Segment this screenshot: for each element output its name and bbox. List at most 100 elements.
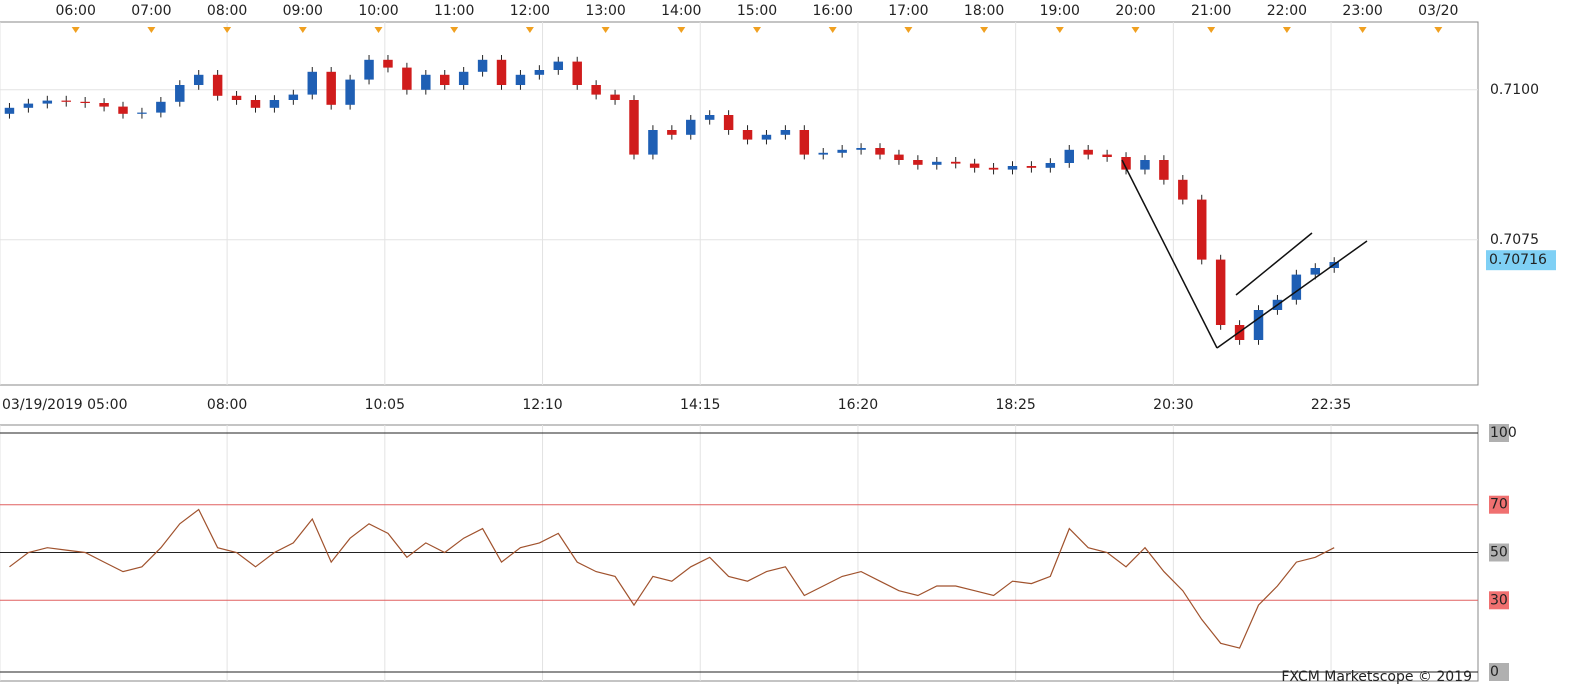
level-box xyxy=(1489,591,1509,610)
candle-body xyxy=(137,112,147,114)
candle-body xyxy=(686,119,696,135)
candle-body xyxy=(818,152,828,155)
candle-body xyxy=(1197,199,1207,260)
top-tick-marker xyxy=(677,27,686,33)
top-tick-label: 21:00 xyxy=(1191,3,1231,19)
x-tick-label: 10:05 xyxy=(365,397,405,413)
candle-body xyxy=(326,71,336,105)
y-tick-label: 0.7075 xyxy=(1490,232,1539,248)
top-tick-marker xyxy=(147,27,156,33)
plot-layer: 03/19/2019 05:00 08:00 10:05 12:10 14:15 16:2… xyxy=(0,3,1556,681)
candle-body xyxy=(61,100,71,102)
x-tick-label: 22:35 xyxy=(1311,397,1351,413)
top-tick-marker xyxy=(525,27,534,33)
top-tick-marker xyxy=(450,27,459,33)
candle-body xyxy=(345,79,355,105)
top-tick-marker xyxy=(374,27,383,33)
candle-body xyxy=(1026,166,1037,168)
candle-body xyxy=(440,74,450,85)
candle-body xyxy=(761,134,772,140)
level-box xyxy=(1489,495,1509,514)
candle-body xyxy=(212,74,223,96)
candle-body xyxy=(1083,149,1093,155)
candle-body xyxy=(875,148,885,155)
candle-body xyxy=(1140,160,1150,170)
candle-body xyxy=(288,94,299,100)
candle-body xyxy=(913,160,923,165)
candle-body xyxy=(1121,157,1131,170)
candle-body xyxy=(175,85,185,102)
top-tick-label: 17:00 xyxy=(888,3,928,19)
x-tick-label: 03/19/2019 05:00 xyxy=(2,397,128,413)
top-tick-label: 18:00 xyxy=(964,3,1004,19)
candle-body xyxy=(950,161,961,164)
y-tick-label: 0 xyxy=(1490,664,1499,680)
candle-body xyxy=(988,167,999,170)
candle-body xyxy=(364,59,374,80)
top-tick-marker xyxy=(753,27,761,33)
candle-body xyxy=(1178,179,1188,200)
candle-body xyxy=(572,61,582,85)
candle-body xyxy=(629,100,639,155)
level-box xyxy=(1489,424,1509,442)
y-tick-label: 30 xyxy=(1490,592,1508,608)
top-tick-marker xyxy=(1207,27,1216,33)
level-box xyxy=(1489,543,1509,562)
candle-body xyxy=(837,149,847,153)
top-tick-label: 07:00 xyxy=(131,3,171,19)
level-box xyxy=(1489,663,1509,681)
candle-body xyxy=(1310,268,1321,275)
candle-body xyxy=(723,115,734,130)
candle-body xyxy=(932,161,942,165)
channel-line xyxy=(1216,240,1368,349)
source: FXCM Marketscope © 2019 xyxy=(1281,669,1472,685)
top-tick-marker xyxy=(980,27,989,33)
top-tick-label: 20:00 xyxy=(1115,3,1155,19)
candle-body xyxy=(1159,160,1169,180)
candle-body xyxy=(742,130,753,140)
candle-body xyxy=(421,74,431,90)
last-price-label: 0.70716 xyxy=(1489,252,1547,268)
top-tick-label: 14:00 xyxy=(661,3,701,19)
x-tick-label: 08:00 xyxy=(207,397,247,413)
top-tick-marker xyxy=(601,27,610,33)
x-tick-label: 12:10 xyxy=(522,397,562,413)
candle-body xyxy=(156,101,166,113)
top-tick-label: 10:00 xyxy=(358,3,398,19)
top-tick-label: 12:00 xyxy=(510,3,550,19)
x-tick-label: 18:25 xyxy=(995,397,1035,413)
candle-body xyxy=(534,70,545,75)
y-tick-label: 100 xyxy=(1490,425,1517,441)
candle-body xyxy=(99,103,109,107)
candle-body xyxy=(610,94,620,100)
top-tick-label: 03/20 xyxy=(1418,3,1458,19)
top-tick-marker xyxy=(1358,27,1367,33)
candle-body xyxy=(307,71,317,95)
candle-body xyxy=(42,100,53,104)
candle-body xyxy=(231,95,242,100)
top-tick-label: 08:00 xyxy=(207,3,247,19)
candle-body xyxy=(799,130,810,155)
top-tick-label: 15:00 xyxy=(737,3,777,19)
candle-body xyxy=(4,107,15,114)
top-tick-label: 09:00 xyxy=(283,3,323,19)
top-tick-marker xyxy=(223,27,232,33)
candle-body xyxy=(515,74,526,85)
candle-body xyxy=(553,61,564,70)
candle-body xyxy=(1215,259,1226,325)
candle-body xyxy=(856,148,866,150)
top-tick-label: 16:00 xyxy=(813,3,853,19)
candle-body xyxy=(477,59,488,72)
candle-body xyxy=(193,74,204,85)
candle-body xyxy=(1045,163,1056,168)
top-tick-marker xyxy=(1131,27,1140,33)
candle-body xyxy=(250,100,261,108)
top-tick-marker xyxy=(1282,27,1291,33)
top-tick-label: 22:00 xyxy=(1267,3,1307,19)
candle-body xyxy=(496,59,507,85)
top-tick-label: 19:00 xyxy=(1040,3,1080,19)
y-tick-label: 70 xyxy=(1490,497,1508,513)
candle-body xyxy=(1064,149,1074,163)
